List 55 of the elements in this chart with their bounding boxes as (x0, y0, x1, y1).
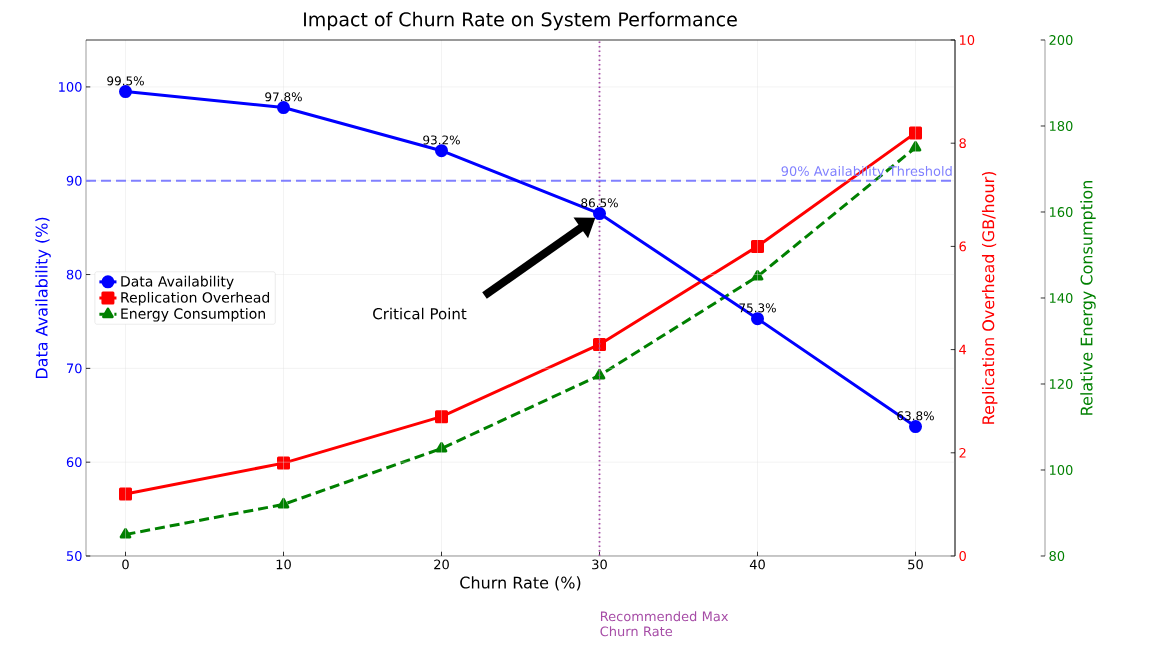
y3-tick-label: 200 (1049, 35, 1073, 45)
data-label: 97.8% (265, 92, 302, 102)
y2-axis-title: Replication Overhead (GB/hour) (981, 171, 998, 424)
x-tick-label: 30 (592, 559, 607, 570)
legend-label: Replication Overhead (121, 291, 270, 306)
data-label: 93.2% (423, 135, 460, 145)
point (435, 442, 448, 453)
point (119, 528, 132, 539)
y2-tick-label: 2 (959, 447, 966, 458)
y-tick-label: 100 (59, 82, 82, 92)
y2-tick-label: 6 (959, 241, 966, 252)
y3-tick-label: 160 (1049, 207, 1073, 217)
point (751, 312, 764, 326)
annotation: Critical Point (373, 307, 467, 320)
point (435, 410, 449, 424)
x-tick-label: 50 (908, 559, 923, 570)
data-label: 86.5% (581, 198, 618, 208)
point (593, 368, 606, 380)
x-tick-label: 20 (434, 559, 449, 570)
y2-tick-label: 0 (959, 551, 966, 561)
point (909, 420, 922, 434)
y-tick-label: 60 (66, 457, 82, 468)
point (435, 144, 448, 158)
y-axis-title: Data Availability (%) (35, 217, 51, 379)
point (277, 101, 290, 115)
y-tick-label: 70 (67, 363, 82, 374)
point (909, 126, 922, 140)
point (593, 207, 607, 221)
point (119, 85, 132, 99)
point (751, 239, 764, 253)
point (909, 141, 922, 152)
y-tick-label: 80 (66, 269, 82, 280)
point (593, 337, 607, 351)
y3-tick-label: 100 (1049, 465, 1073, 475)
y3-tick-label: 180 (1049, 121, 1073, 131)
y3-tick-label: 120 (1049, 379, 1073, 389)
point (119, 487, 133, 501)
x-tick-label: 40 (749, 559, 765, 570)
x-tick-label: 10 (276, 559, 291, 570)
x-tick-label: 0 (122, 559, 129, 570)
y-tick-label: 90 (66, 175, 82, 186)
data-label: 99.5% (107, 76, 144, 86)
y3-axis-title: Relative Energy Consumption (1080, 181, 1096, 415)
x-axis-title: Churn Rate (%) (460, 576, 581, 591)
legend-label: Data Availability (121, 275, 234, 290)
y2-tick-label: 10 (959, 35, 975, 45)
point (277, 497, 290, 509)
y3-tick-label: 80 (1049, 551, 1065, 561)
legend-label: Energy Consumption (121, 308, 265, 322)
y2-tick-label: 8 (959, 138, 966, 149)
y3-tick-label: 140 (1049, 293, 1073, 303)
y-tick-label: 50 (66, 551, 82, 561)
y2-tick-label: 4 (959, 344, 967, 355)
chart-title: Impact of Churn Rate on System Performance (304, 11, 737, 31)
ref-line-label: Recommended Max Churn Rate (600, 611, 729, 637)
